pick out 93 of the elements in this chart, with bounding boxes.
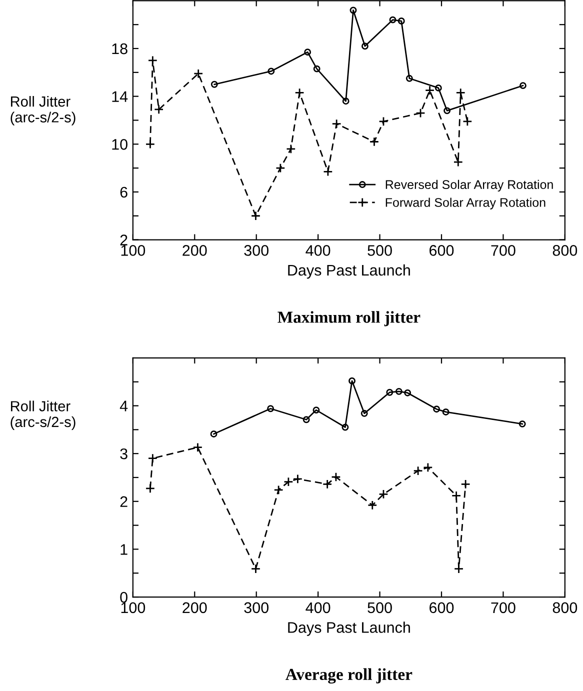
- x-tick-label: 500: [368, 245, 392, 256]
- y-tick-label: 14: [112, 91, 128, 102]
- point: [274, 485, 284, 495]
- point: [369, 136, 380, 147]
- y-tick-label: 3: [120, 448, 128, 460]
- point: [416, 108, 426, 118]
- point: [322, 479, 332, 490]
- x-tick-label: 300: [244, 245, 268, 256]
- point: [154, 104, 164, 114]
- text: Maximum roll jitter: [278, 311, 420, 326]
- point: [312, 406, 320, 414]
- y-tick-label: 2: [120, 496, 128, 507]
- point: [368, 500, 378, 510]
- point: [313, 65, 320, 72]
- x-tick-label: 300: [244, 602, 268, 614]
- point: [250, 564, 261, 574]
- point: [331, 472, 341, 482]
- point: [378, 489, 388, 500]
- point: [444, 107, 451, 114]
- point: [286, 144, 296, 154]
- y-tick-label: 18: [112, 43, 128, 54]
- legend-label: Reversed Solar Array Rotation: [386, 180, 553, 192]
- point: [442, 408, 450, 416]
- point: [294, 88, 304, 98]
- point: [424, 85, 435, 96]
- point: [292, 474, 303, 484]
- x-tick-label: 700: [491, 245, 516, 256]
- point: [454, 564, 464, 574]
- point: [360, 410, 368, 417]
- y-tick-label: 2: [120, 234, 128, 246]
- y-axis-title: Roll Jitter (arc-s/2-s): [10, 96, 76, 126]
- y-tick-label: 4: [120, 400, 128, 412]
- point: [518, 420, 526, 428]
- x-axis-title: Days Past Launch: [288, 622, 410, 636]
- point: [423, 462, 433, 472]
- legend-label: Forward Solar Array Rotation: [386, 198, 546, 210]
- point: [462, 116, 472, 126]
- point: [148, 56, 158, 66]
- point: [192, 442, 203, 452]
- point: [406, 74, 413, 82]
- point: [434, 84, 442, 92]
- x-tick-label: 800: [552, 245, 578, 256]
- x-axis-title: Days Past Launch: [288, 264, 410, 279]
- point: [332, 118, 342, 129]
- point: [323, 166, 333, 176]
- point: [519, 82, 526, 90]
- point: [267, 405, 274, 412]
- point: [210, 430, 218, 438]
- x-tick-label: 100: [121, 602, 146, 614]
- point: [413, 466, 423, 476]
- point: [350, 6, 357, 14]
- point: [268, 68, 275, 75]
- x-tick-label: 100: [121, 245, 146, 256]
- point: [145, 139, 156, 150]
- point: [451, 490, 462, 501]
- x-tick-label: 400: [306, 245, 330, 256]
- x-tick-label: 600: [430, 602, 454, 614]
- y-tick-label: 6: [120, 186, 128, 198]
- point: [460, 479, 470, 490]
- x-tick-label: 200: [182, 245, 207, 256]
- x-tick-label: 600: [430, 245, 454, 256]
- point: [348, 377, 356, 384]
- x-tick-label: 400: [306, 602, 330, 614]
- point: [250, 211, 261, 221]
- text: Average roll jitter: [286, 668, 412, 684]
- point: [395, 388, 402, 395]
- point: [378, 116, 388, 126]
- x-tick-label: 500: [368, 602, 392, 614]
- point: [404, 389, 412, 396]
- point: [210, 80, 218, 88]
- point: [362, 42, 368, 50]
- point: [398, 18, 405, 24]
- y-tick-label: 1: [120, 544, 128, 555]
- point: [386, 388, 394, 396]
- point: [342, 424, 349, 431]
- point: [456, 88, 466, 98]
- point: [276, 163, 286, 173]
- y-axis-title: Roll Jitter (arc-s/2-s): [10, 400, 76, 430]
- point: [342, 98, 350, 105]
- point: [145, 484, 156, 494]
- point: [304, 48, 312, 56]
- x-tick-label: 800: [552, 602, 578, 614]
- y-tick-label: 0: [120, 592, 128, 603]
- y-tick-label: 10: [112, 139, 128, 150]
- point: [148, 453, 158, 464]
- point: [284, 476, 294, 487]
- point: [302, 416, 310, 424]
- point: [389, 16, 396, 24]
- point: [193, 68, 204, 78]
- point: [453, 157, 464, 167]
- point: [433, 406, 440, 413]
- x-tick-label: 200: [182, 602, 207, 614]
- x-tick-label: 700: [491, 602, 516, 614]
